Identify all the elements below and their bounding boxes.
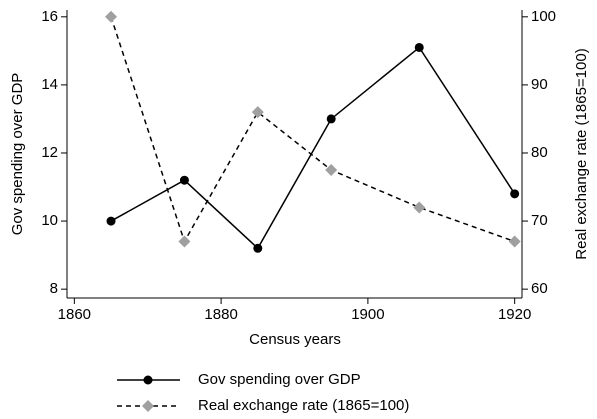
legend-marker <box>143 375 153 385</box>
point <box>178 235 191 248</box>
y-tick-label: 10 <box>41 212 58 229</box>
y-tick-label: 12 <box>41 144 58 161</box>
y2-tick-label: 100 <box>531 8 556 25</box>
legend-marker <box>142 400 154 412</box>
line <box>110 16 515 244</box>
point <box>179 175 189 185</box>
x-axis-title: Census years <box>249 331 341 348</box>
y2-tick-label: 60 <box>531 280 548 297</box>
point <box>326 114 336 124</box>
legend-label: Real exchange rate (1865=100) <box>198 397 409 414</box>
point <box>414 42 424 52</box>
x-tick-label: 1860 <box>58 306 91 323</box>
x-tick-label: 1920 <box>498 306 531 323</box>
legend-label: Gov spending over GDP <box>198 371 361 388</box>
y2-axis-title: Real exchange rate (1865=100) <box>573 48 590 259</box>
point <box>510 189 520 199</box>
y-tick-label: 14 <box>41 76 58 93</box>
point <box>253 243 263 253</box>
y-tick-label: 16 <box>41 8 58 25</box>
y2-tick-label: 90 <box>531 76 548 93</box>
point <box>106 216 116 226</box>
x-tick-label: 1880 <box>204 306 237 323</box>
point <box>413 201 426 214</box>
y-tick-label: 8 <box>50 280 58 297</box>
y-axis-title: Gov spending over GDP <box>9 73 26 236</box>
point <box>508 235 521 248</box>
y2-tick-label: 70 <box>531 212 548 229</box>
y2-tick-label: 80 <box>531 144 548 161</box>
x-tick-label: 1900 <box>351 306 384 323</box>
point <box>325 164 338 176</box>
point <box>105 10 118 23</box>
point <box>251 106 264 119</box>
line <box>110 46 516 250</box>
